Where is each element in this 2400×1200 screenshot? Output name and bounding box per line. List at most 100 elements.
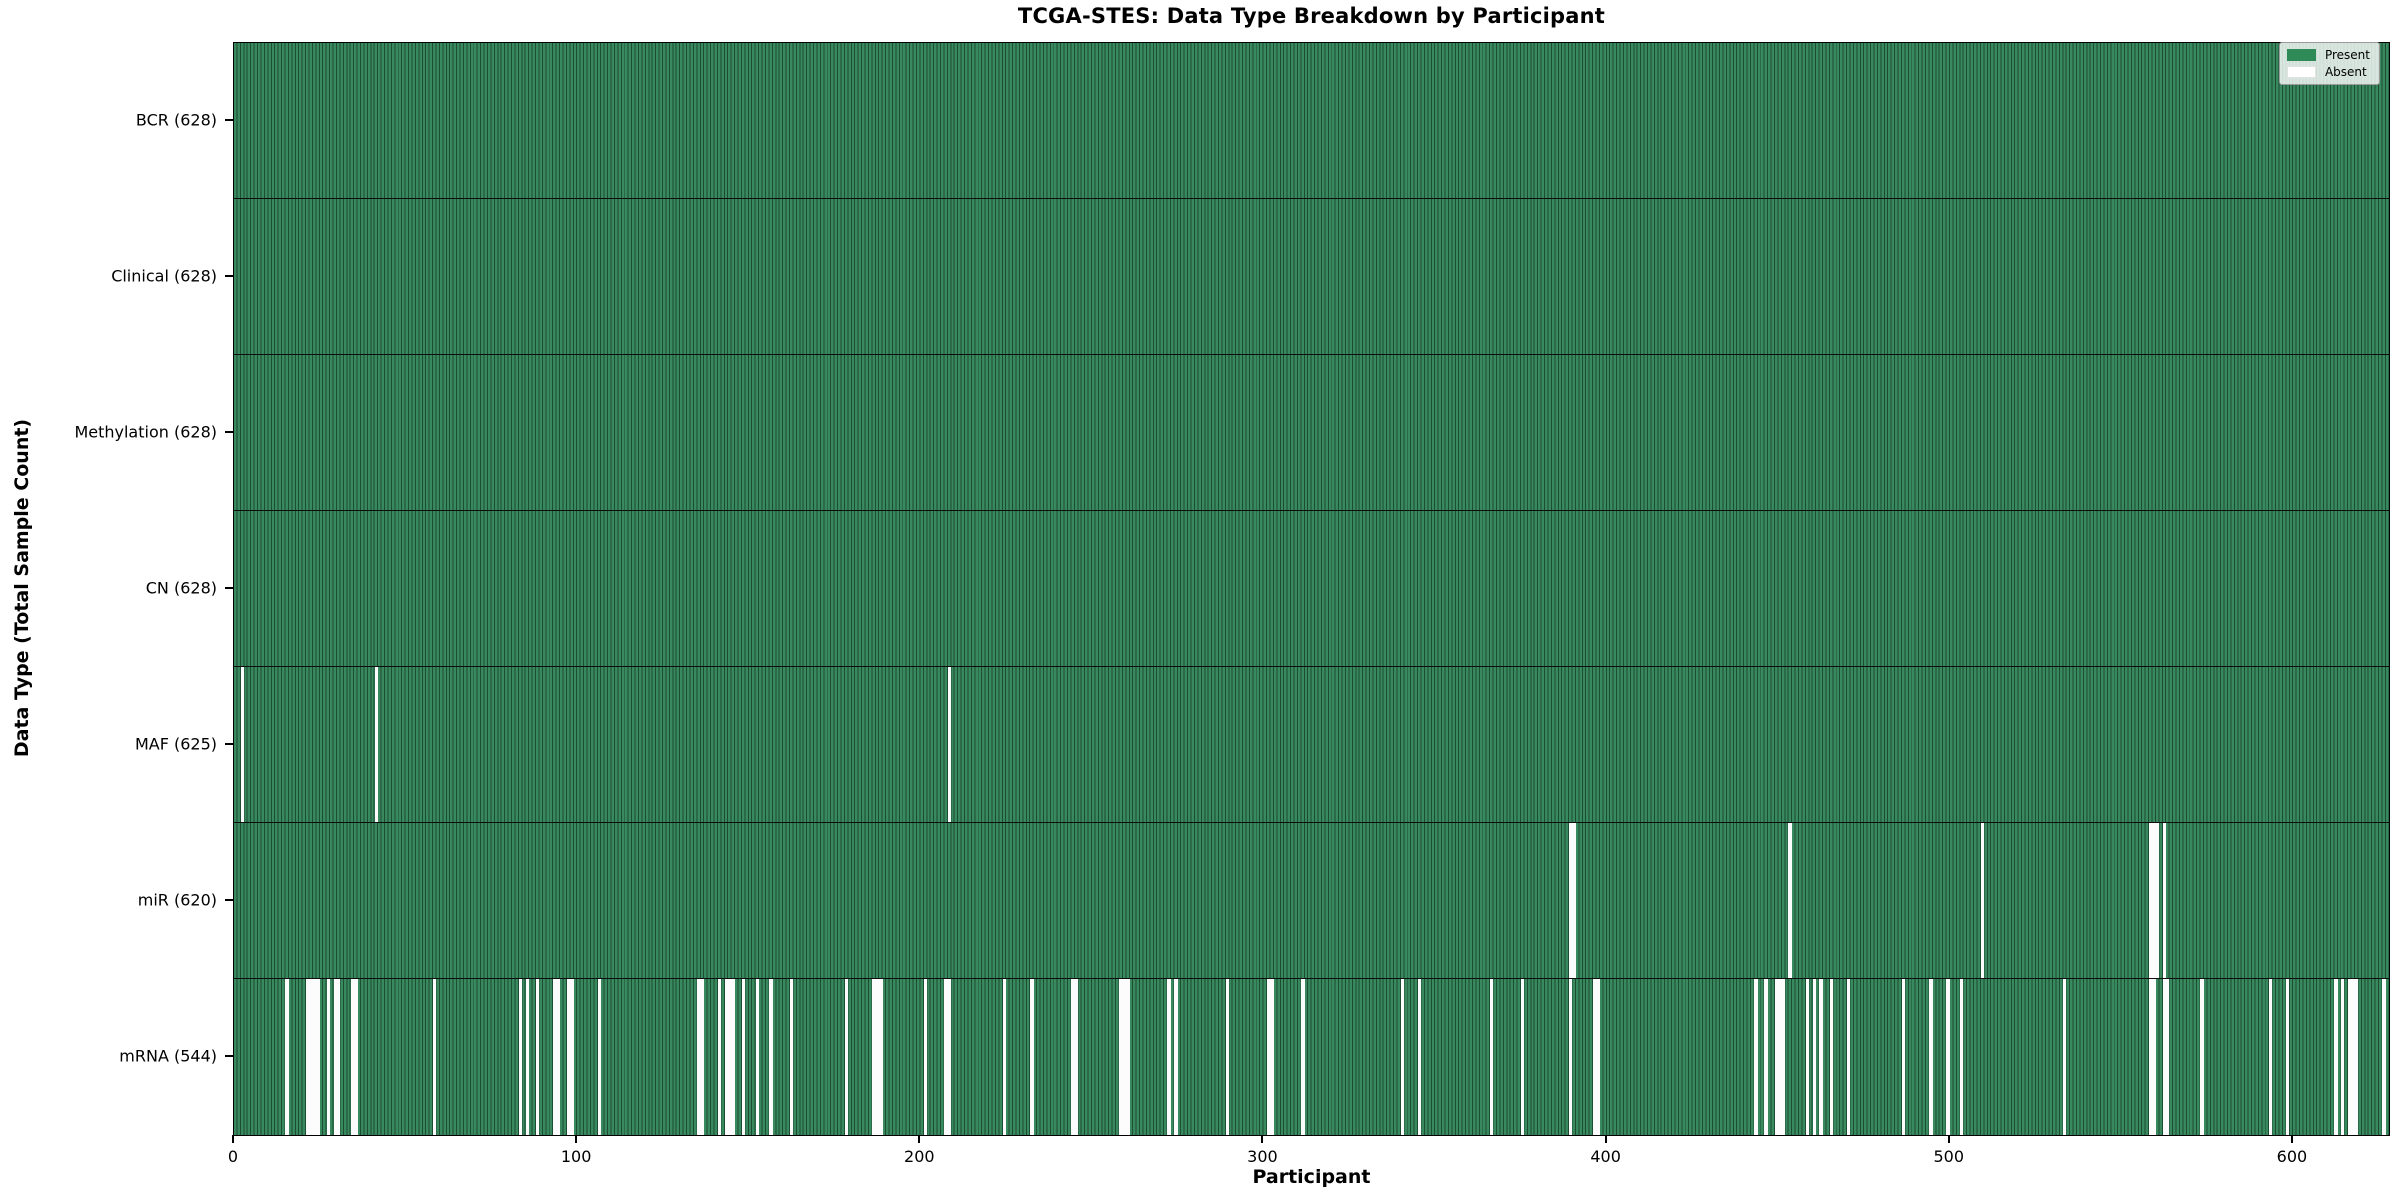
absent-stripe [525, 979, 530, 1135]
absent-stripe [2165, 979, 2170, 1135]
absent-stripe [2152, 823, 2156, 978]
absent-stripe [1846, 979, 1851, 1135]
absent-stripe [597, 979, 602, 1135]
absent-stripe [2162, 823, 2166, 978]
heatmap-row-bcr [234, 43, 2389, 199]
legend-swatch-icon [2286, 66, 2316, 78]
y-tick-label: CN (628) [145, 578, 217, 598]
y-tick-label: miR (620) [137, 890, 217, 910]
absent-stripe [2200, 979, 2204, 1135]
x-tick-label: 300 [1247, 1147, 1278, 1166]
absent-stripe [1270, 979, 1274, 1135]
legend-label: Present [2324, 48, 2370, 62]
absent-stripe [769, 979, 773, 1135]
absent-stripe [1174, 979, 1178, 1135]
heatmap-row-cn [234, 511, 2389, 667]
absent-stripe [354, 979, 358, 1135]
absent-stripe [1417, 979, 1422, 1135]
absent-stripe [728, 979, 732, 1135]
absent-stripe [741, 979, 746, 1135]
absent-stripe [433, 979, 437, 1135]
legend-swatch-icon [2286, 49, 2316, 61]
absent-stripe [875, 979, 880, 1135]
absent-stripe [2148, 979, 2153, 1135]
absent-stripe [306, 979, 310, 1135]
absent-stripe [1901, 979, 1906, 1135]
absent-stripe [944, 979, 948, 1135]
absent-stripe [316, 979, 320, 1135]
absent-stripe [724, 979, 729, 1135]
absent-stripe [1167, 979, 1171, 1135]
absent-stripe [1829, 979, 1834, 1135]
absent-stripe [556, 979, 560, 1135]
absent-stripe [1126, 979, 1130, 1135]
absent-stripe [1788, 823, 1792, 978]
x-axis-label: Participant [1252, 1166, 1371, 1188]
y-tick-mark [225, 743, 233, 745]
absent-stripe [1225, 979, 1230, 1135]
heatmap-rows [234, 43, 2389, 1135]
absent-stripe [2148, 823, 2153, 978]
absent-stripe [2155, 823, 2160, 978]
absent-stripe [336, 979, 341, 1135]
absent-stripe [1489, 979, 1494, 1135]
absent-stripe [1568, 979, 1573, 1135]
absent-stripe [240, 667, 245, 822]
absent-stripe [755, 979, 759, 1135]
absent-stripe [844, 979, 849, 1135]
absent-stripe [1119, 979, 1123, 1135]
legend-item-absent: Absent [2286, 65, 2370, 79]
absent-stripe [374, 667, 379, 822]
absent-stripe [312, 979, 317, 1135]
absent-stripe [697, 979, 701, 1135]
absent-stripe [309, 979, 313, 1135]
absent-stripe [1774, 979, 1779, 1135]
absent-stripe [1122, 979, 1127, 1135]
absent-stripe [1266, 979, 1271, 1135]
legend-label: Absent [2324, 65, 2367, 79]
absent-stripe [2286, 979, 2290, 1135]
absent-stripe [1520, 979, 1525, 1135]
absent-stripe [1960, 979, 1964, 1135]
absent-stripe [518, 979, 523, 1135]
absent-stripe [1592, 979, 1597, 1135]
absent-stripe [1781, 979, 1786, 1135]
absent-stripe [2152, 979, 2156, 1135]
absent-stripe [2268, 979, 2273, 1135]
absent-stripe [923, 979, 928, 1135]
absent-stripe [1929, 979, 1933, 1135]
absent-stripe [947, 979, 952, 1135]
absent-stripe [285, 979, 289, 1135]
y-tick-mark [225, 119, 233, 121]
absent-stripe [2382, 979, 2386, 1135]
absent-stripe [717, 979, 722, 1135]
absent-stripe [872, 979, 876, 1135]
x-tick-mark [1261, 1135, 1264, 1143]
absent-stripe [700, 979, 705, 1135]
y-axis-label: Data Type (Total Sample Count) [11, 418, 33, 758]
absent-stripe [1400, 979, 1405, 1135]
x-tick-mark [232, 1135, 234, 1143]
y-tick-label: Methylation (628) [74, 422, 217, 442]
absent-stripe [2162, 979, 2166, 1135]
x-tick-mark [2290, 1135, 2293, 1143]
heatmap-row-mir [234, 823, 2389, 979]
x-tick-mark [918, 1135, 921, 1143]
x-tick-label: 200 [904, 1147, 935, 1166]
x-tick-label: 100 [560, 1147, 592, 1166]
absent-stripe [553, 979, 557, 1135]
y-tick-mark [225, 587, 233, 589]
absent-stripe [1301, 979, 1305, 1135]
absent-stripe [350, 979, 355, 1135]
absent-stripe [2063, 979, 2067, 1135]
absent-stripe [1980, 823, 1985, 978]
absent-stripe [947, 667, 952, 822]
x-tick-label: 400 [1590, 1147, 1621, 1166]
absent-stripe [570, 979, 574, 1135]
absent-stripe [1805, 979, 1810, 1135]
y-tick-mark [225, 899, 233, 901]
absent-stripe [2334, 979, 2338, 1135]
y-tick-mark [225, 1055, 233, 1057]
absent-stripe [1568, 823, 1573, 978]
